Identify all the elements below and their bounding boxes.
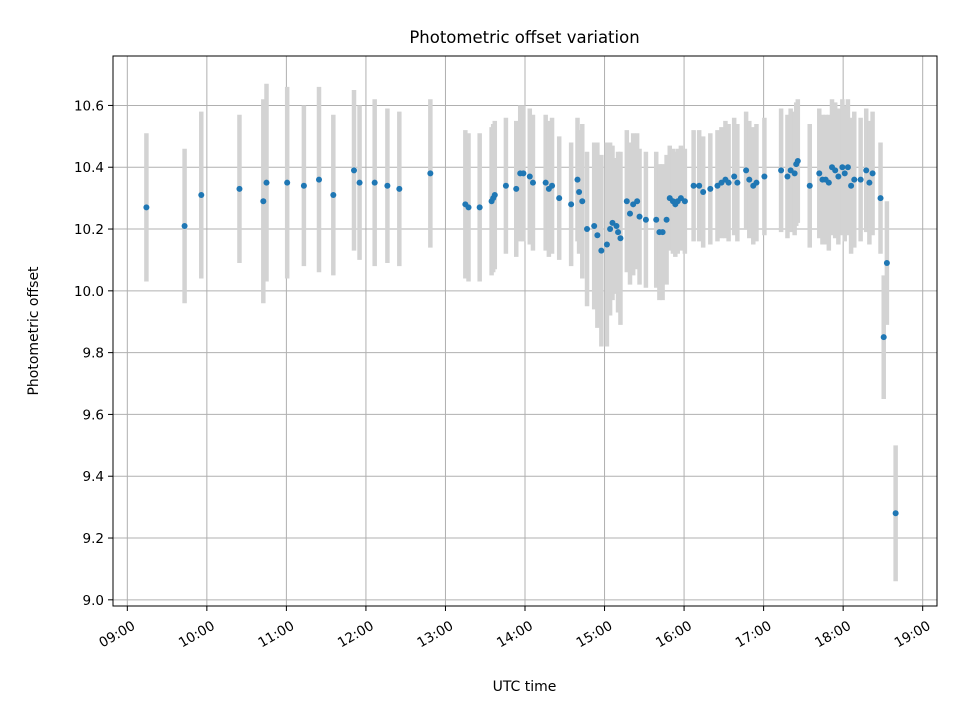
data-point (350, 167, 357, 174)
y-tick-label: 9.8 (83, 346, 104, 362)
data-point (778, 167, 785, 174)
data-point (598, 247, 605, 254)
data-point (844, 164, 851, 171)
data-point (613, 222, 620, 229)
data-points (143, 158, 899, 517)
y-axis-label: Photometric offset (26, 266, 42, 396)
data-point (892, 510, 899, 517)
data-point (784, 173, 791, 180)
data-point (880, 334, 887, 341)
data-point (316, 176, 322, 183)
data-point (591, 222, 598, 229)
data-point (700, 188, 707, 195)
data-point (579, 198, 586, 205)
data-point (883, 260, 890, 267)
data-point (181, 222, 188, 229)
data-point (396, 185, 403, 192)
data-point (236, 185, 243, 192)
data-point (615, 229, 622, 236)
data-point (869, 170, 876, 177)
data-point (761, 173, 768, 180)
data-point (634, 198, 641, 205)
data-point (520, 170, 527, 177)
data-point (356, 179, 363, 186)
data-point (330, 192, 337, 199)
data-point (603, 241, 610, 248)
data-point (476, 204, 483, 211)
data-point (851, 176, 858, 183)
data-point (743, 167, 750, 174)
data-point (465, 204, 472, 211)
data-point (542, 179, 549, 186)
y-tick-label: 9.4 (83, 469, 104, 485)
data-point (260, 198, 267, 205)
data-point (556, 195, 563, 202)
y-axis-ticks: 9.0 9.2 9.4 9.6 9.8 10.0 10.2 10.4 10.6 (74, 98, 113, 609)
data-point (513, 185, 520, 192)
data-point (636, 213, 643, 220)
data-point (806, 182, 813, 189)
data-point (617, 235, 624, 242)
data-point (825, 179, 832, 186)
data-point (696, 182, 703, 189)
data-point (816, 170, 823, 177)
y-tick-label: 10.0 (74, 284, 104, 300)
data-point (753, 179, 760, 186)
data-point (690, 182, 697, 189)
data-point (794, 158, 801, 165)
data-point (835, 173, 842, 180)
data-point (877, 195, 884, 202)
data-point (584, 226, 591, 233)
data-point (574, 176, 581, 183)
x-axis-label: UTC time (493, 679, 557, 695)
data-point (863, 167, 870, 174)
data-point (659, 229, 666, 236)
data-point (371, 179, 378, 186)
data-point (653, 216, 660, 223)
data-point (607, 226, 614, 233)
data-point (725, 179, 732, 186)
data-point (526, 173, 533, 180)
data-point (839, 164, 846, 171)
data-point (681, 198, 688, 205)
data-point (263, 179, 270, 186)
data-point (642, 216, 649, 223)
data-point (529, 179, 536, 186)
data-point (707, 185, 714, 192)
data-point (626, 210, 633, 217)
data-point (549, 182, 556, 189)
data-point (623, 198, 630, 205)
data-point (857, 176, 864, 183)
y-tick-label: 10.4 (74, 160, 104, 176)
data-point (284, 179, 291, 186)
data-point (866, 179, 873, 186)
data-point (568, 201, 575, 208)
data-point (198, 192, 205, 199)
data-point (594, 232, 601, 239)
data-point (300, 182, 307, 189)
data-point (848, 182, 855, 189)
y-tick-label: 9.2 (83, 531, 104, 547)
y-tick-label: 9.6 (83, 407, 104, 423)
data-point (791, 170, 798, 177)
data-point (832, 167, 839, 174)
data-point (663, 216, 670, 223)
data-point (746, 176, 753, 183)
chart-title: Photometric offset variation (409, 28, 639, 47)
data-point (427, 170, 434, 177)
y-tick-label: 10.6 (74, 98, 104, 114)
data-point (576, 188, 583, 195)
data-point (734, 179, 741, 186)
data-point (384, 182, 391, 189)
data-point (491, 192, 498, 199)
data-point (841, 170, 848, 177)
y-tick-label: 9.0 (83, 593, 104, 609)
data-point (731, 173, 738, 180)
data-point (502, 182, 509, 189)
data-point (143, 204, 150, 211)
y-tick-label: 10.2 (74, 222, 104, 238)
